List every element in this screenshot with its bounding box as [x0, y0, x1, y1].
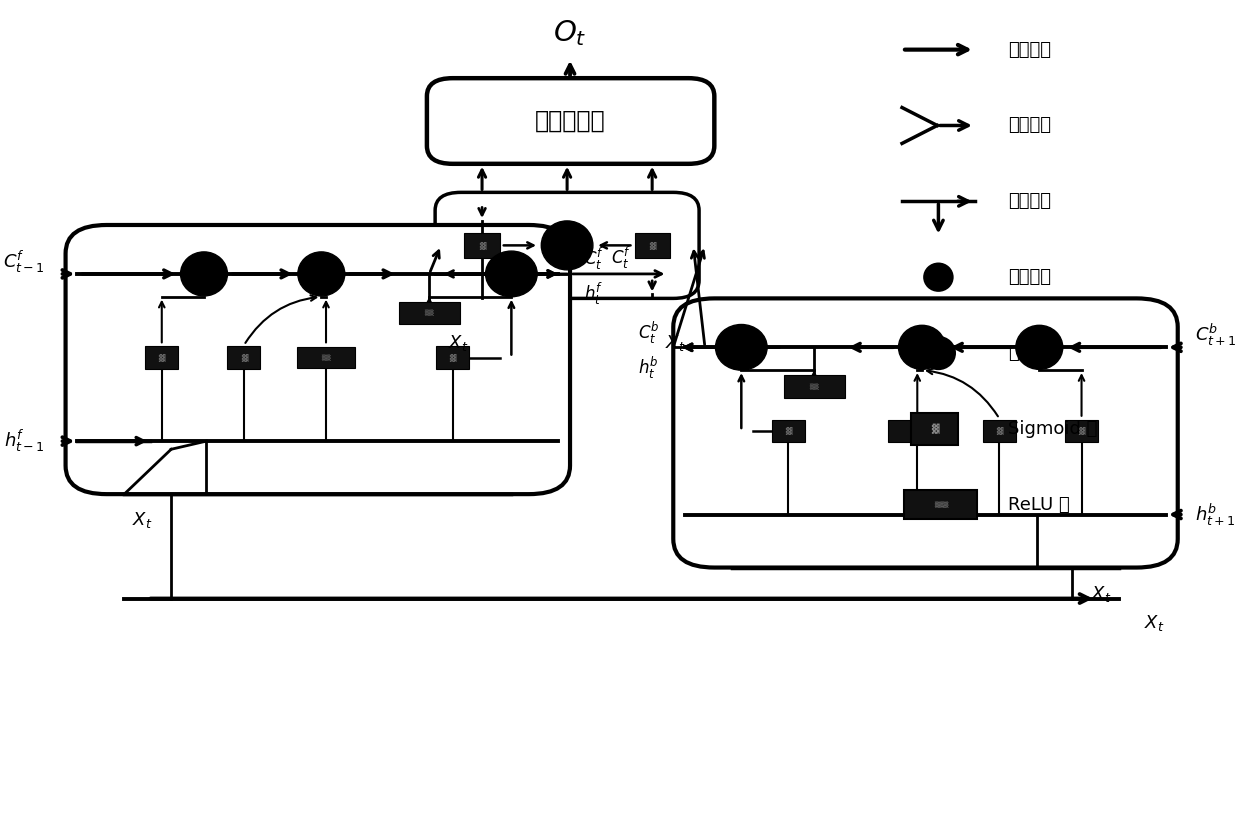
Text: ▓: ▓ [996, 426, 1003, 435]
Text: ▓: ▓ [931, 424, 939, 434]
Ellipse shape [899, 325, 945, 369]
Text: $h_t^f$: $h_t^f$ [584, 281, 604, 307]
Bar [983, 419, 1016, 442]
Bar [635, 233, 670, 257]
Text: $X_t$: $X_t$ [666, 333, 686, 353]
Text: ▒▒: ▒▒ [321, 355, 331, 360]
Text: ▒▒: ▒▒ [424, 310, 434, 316]
Text: 向量复制: 向量复制 [1008, 192, 1050, 210]
Text: $h_{t+1}^b$: $h_{t+1}^b$ [1195, 502, 1236, 528]
Text: ▓: ▓ [785, 426, 791, 435]
Bar [784, 375, 844, 398]
FancyBboxPatch shape [427, 78, 714, 164]
Text: ▒▒: ▒▒ [913, 428, 923, 434]
Text: ▒▒▒: ▒▒▒ [934, 502, 947, 508]
Bar [436, 346, 469, 369]
Text: 向量加: 向量加 [1008, 344, 1040, 362]
Bar [296, 347, 356, 368]
Ellipse shape [298, 252, 345, 296]
Text: $C_t^f$: $C_t^f$ [611, 244, 632, 270]
Text: $X_t$: $X_t$ [1091, 583, 1112, 604]
Text: ▓: ▓ [1079, 426, 1085, 435]
Ellipse shape [181, 252, 227, 296]
Bar [227, 346, 260, 369]
Bar [465, 233, 500, 257]
Text: $C_{t-1}^f$: $C_{t-1}^f$ [2, 248, 45, 275]
Text: $X_t$: $X_t$ [1145, 613, 1164, 633]
Text: 全连接输出: 全连接输出 [536, 109, 606, 133]
Bar [399, 301, 460, 324]
FancyBboxPatch shape [673, 298, 1178, 568]
Ellipse shape [715, 324, 768, 370]
Text: $O_t$: $O_t$ [553, 19, 587, 48]
Text: 向量运算: 向量运算 [1008, 41, 1050, 59]
Text: $h_t^b$: $h_t^b$ [639, 355, 660, 381]
Text: ▓: ▓ [449, 353, 456, 362]
FancyBboxPatch shape [66, 225, 570, 494]
Text: ▓: ▓ [159, 353, 165, 362]
Text: $X_t$: $X_t$ [131, 511, 153, 530]
Ellipse shape [542, 221, 593, 270]
Ellipse shape [921, 336, 956, 370]
Text: ReLU 层: ReLU 层 [1008, 496, 1069, 514]
Bar [771, 419, 805, 442]
Text: 向量拼接: 向量拼接 [1008, 117, 1050, 135]
Bar [911, 413, 959, 445]
Bar [1065, 419, 1097, 442]
Text: $h_{t-1}^f$: $h_{t-1}^f$ [4, 428, 45, 454]
Ellipse shape [486, 251, 537, 297]
Text: ▓: ▓ [479, 241, 485, 250]
Text: 向量点乘: 向量点乘 [1008, 268, 1050, 286]
Text: $C_{t+1}^b$: $C_{t+1}^b$ [1195, 322, 1238, 348]
Text: Sigmoid 层: Sigmoid 层 [1008, 420, 1097, 438]
Text: ▓: ▓ [241, 353, 247, 362]
Ellipse shape [1016, 325, 1063, 369]
Text: $C_t^f$: $C_t^f$ [584, 246, 605, 272]
Bar [888, 420, 946, 441]
FancyBboxPatch shape [435, 192, 699, 298]
Text: ▓: ▓ [649, 241, 656, 250]
Bar [904, 490, 977, 520]
Ellipse shape [923, 262, 954, 292]
Text: $X_t$: $X_t$ [449, 333, 469, 353]
Text: $C_t^b$: $C_t^b$ [637, 319, 660, 346]
Text: ▒▒: ▒▒ [810, 383, 818, 390]
Bar [145, 346, 179, 369]
